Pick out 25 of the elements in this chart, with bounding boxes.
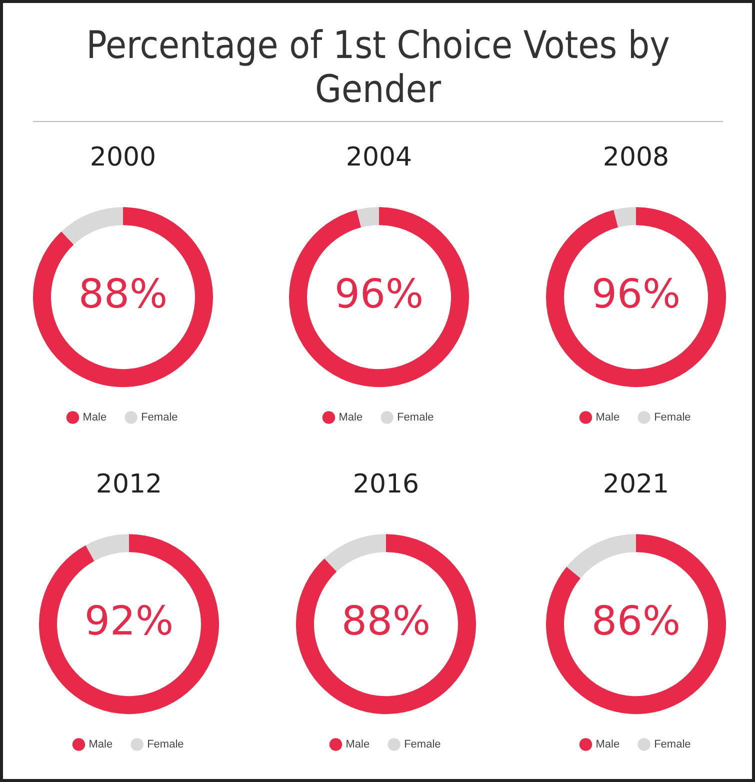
chart-title: 2000 [90, 142, 156, 172]
text: 92% [84, 598, 174, 644]
chart-title: 2021 [602, 469, 670, 500]
legend-label: Female [654, 412, 691, 424]
legend-label: Male [88, 738, 113, 751]
text: 96% [592, 271, 680, 318]
chart-title: 2012 [96, 469, 162, 500]
legend-label: Female [147, 738, 184, 751]
legend-label: Female [141, 412, 178, 424]
text: 88% [78, 271, 168, 318]
legend-label: Male [596, 738, 620, 751]
legend-label: Male [338, 412, 363, 424]
legend-label: Male [82, 412, 107, 424]
chart-title: 2008 [602, 142, 670, 172]
text: 96% [334, 271, 424, 318]
text: 88% [342, 598, 430, 644]
legend-label: Female [397, 412, 434, 424]
chart-title: 2016 [352, 469, 420, 500]
legend-label: Male [346, 738, 370, 751]
text: 86% [592, 598, 680, 644]
text: Percentage of 1st Choice Votes by Gender [33, 23, 723, 122]
chart-title: 2004 [346, 142, 412, 172]
legend-label: Male [596, 412, 620, 424]
legend-label: Female [404, 738, 441, 751]
legend-label: Female [654, 738, 691, 751]
